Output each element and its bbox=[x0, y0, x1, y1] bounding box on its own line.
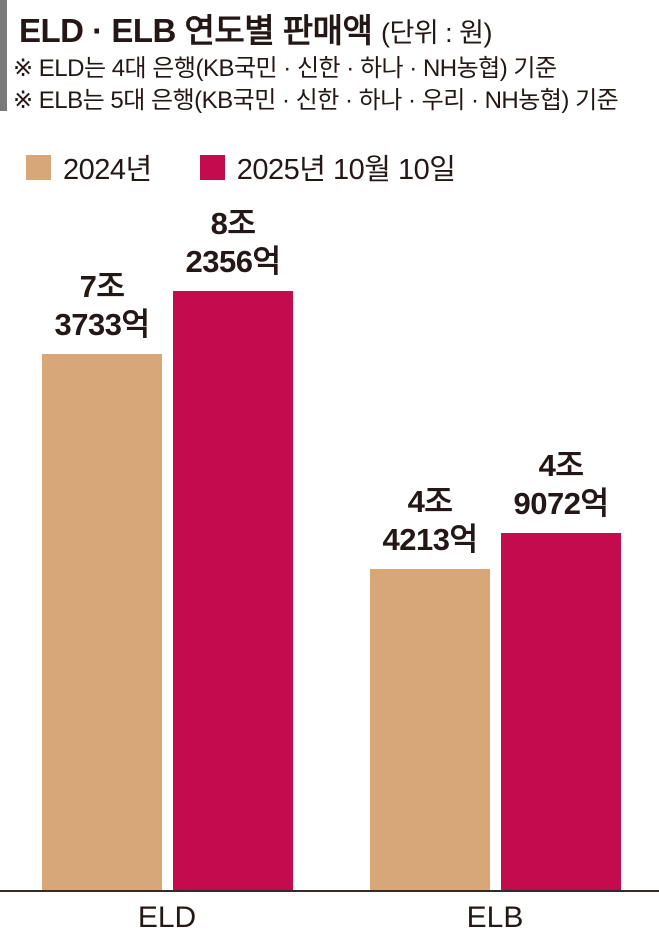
bar-eld-2024 bbox=[42, 354, 162, 890]
bar-value-line: 2356억 bbox=[185, 244, 281, 279]
legend-label-2024: 2024년 bbox=[63, 154, 152, 186]
bar-value-eld-2025: 8조 2356억 bbox=[123, 205, 343, 281]
bar-value-line: 4213억 bbox=[382, 522, 478, 557]
footnote-eld: ※ ELD는 4대 은행(KB국민 · 신한 · 하나 · NH농협) 기준 bbox=[13, 55, 557, 82]
bar-value-elb-2025: 4조 9072억 bbox=[451, 447, 659, 523]
legend-swatch-2025 bbox=[199, 154, 225, 180]
legend-item-2024: 2024년 bbox=[26, 146, 152, 188]
legend-label-2025: 2025년 10월 10일 bbox=[236, 154, 456, 186]
title-accent-bar bbox=[0, 0, 7, 111]
bar-value-line: 4조 bbox=[407, 484, 453, 519]
bar-value-elb-2024: 4조 4213억 bbox=[320, 483, 540, 559]
chart-title: ELD · ELB 연도별 판매액 bbox=[19, 12, 373, 49]
bar-value-line: 9072억 bbox=[513, 486, 609, 521]
bar-value-line: 8조 bbox=[210, 206, 256, 241]
bar-elb-2024 bbox=[370, 569, 490, 890]
bar-value-eld-2024: 7조 3733억 bbox=[0, 268, 212, 344]
legend-swatch-2024 bbox=[26, 154, 51, 180]
legend: 2024년 2025년 10월 10일 bbox=[26, 146, 456, 188]
page-title: ELD · ELB 연도별 판매액 (단위 : 원) bbox=[19, 4, 493, 52]
footnotes: ※ ELD는 4대 은행(KB국민 · 신한 · 하나 · NH농협) 기준 ※… bbox=[13, 53, 619, 117]
bar-eld-2025 bbox=[173, 291, 293, 890]
bar-value-line: 4조 bbox=[538, 448, 584, 483]
chart-unit-label: (단위 : 원) bbox=[381, 18, 493, 48]
category-label-eld: ELD bbox=[137, 901, 197, 934]
x-axis-baseline bbox=[0, 890, 659, 892]
legend-item-2025: 2025년 10월 10일 bbox=[199, 146, 456, 188]
category-label-elb: ELB bbox=[466, 901, 524, 934]
bar-elb-2025 bbox=[501, 533, 621, 890]
bar-value-line: 3733억 bbox=[54, 307, 150, 342]
footnote-elb: ※ ELB는 5대 은행(KB국민 · 신한 · 하나 · 우리 · NH농협)… bbox=[13, 87, 619, 114]
bar-value-line: 7조 bbox=[79, 269, 125, 304]
